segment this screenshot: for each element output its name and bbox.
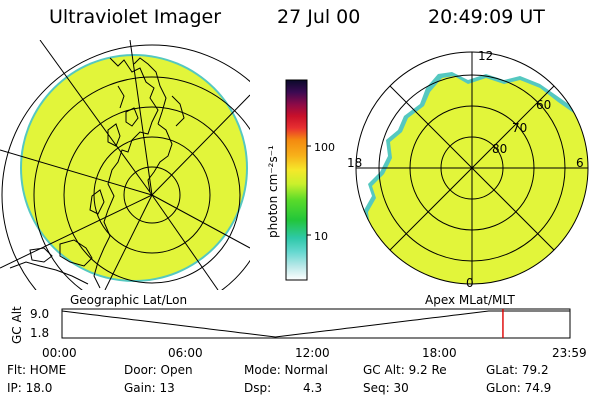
mlat-label-80: 80 [492, 142, 507, 156]
flt-status: Flt: HOME [7, 363, 67, 377]
mag-grid [355, 51, 589, 285]
colorbar-scale [285, 79, 308, 281]
geo-image [22, 56, 246, 280]
time-label: 20:49:09 UT [428, 6, 545, 28]
colorbar-tick-100: 100 [314, 141, 335, 154]
mlt-label-18: 18 [347, 156, 362, 170]
geographic-map [0, 40, 250, 290]
colorbar-tick-10: 10 [314, 230, 328, 243]
mlt-label-12: 12 [478, 49, 493, 63]
gcalt-status: GC Alt: 9.2 Re [363, 363, 447, 377]
altitude-ylabel: GC Alt [10, 306, 24, 344]
altitude-ytick-bottom: 1.8 [30, 326, 49, 340]
altitude-curve [61, 310, 570, 338]
seq-status: Seq: 30 [363, 381, 409, 395]
dsp-label: Dsp: [244, 381, 272, 395]
mlt-label-6: 6 [576, 156, 584, 170]
mode-status: Mode: Normal [244, 363, 328, 377]
colorbar-unit-label: photon cm⁻²s⁻¹ [266, 145, 280, 238]
xtick-0000: 00:00 [42, 346, 77, 360]
instrument-title: Ultraviolet Imager [49, 6, 222, 28]
xtick-0600: 06:00 [168, 346, 203, 360]
date-label: 27 Jul 00 [277, 6, 361, 28]
gain-status: Gain: 13 [124, 381, 175, 395]
altitude-plot: GC Alt 9.0 1.8 00:00 06:00 12:00 18:00 2… [10, 306, 587, 360]
mlat-label-60: 60 [536, 98, 551, 112]
xtick-1200: 12:00 [295, 346, 330, 360]
colorbar: 100 10 photon cm⁻²s⁻¹ [266, 79, 335, 281]
mlt-label-0: 0 [466, 276, 474, 290]
mag-panel-label: Apex MLat/MLT [425, 293, 515, 307]
altitude-ytick-top: 9.0 [30, 307, 49, 321]
mlat-label-70: 70 [512, 121, 527, 135]
ip-status: IP: 18.0 [7, 381, 53, 395]
glat-status: GLat: 79.2 [486, 363, 549, 377]
xtick-1800: 18:00 [422, 346, 457, 360]
altitude-plot-frame [61, 308, 571, 339]
door-status: Door: Open [124, 363, 193, 377]
xtick-2359: 23:59 [552, 346, 587, 360]
geo-panel-label: Geographic Lat/Lon [70, 293, 187, 307]
magnetic-map: 12 18 6 0 60 70 80 [347, 49, 589, 290]
geo-grid [0, 40, 250, 290]
glon-status: GLon: 74.9 [486, 381, 552, 395]
coastlines [9, 57, 185, 289]
dsp-value: 4.3 [303, 381, 323, 395]
